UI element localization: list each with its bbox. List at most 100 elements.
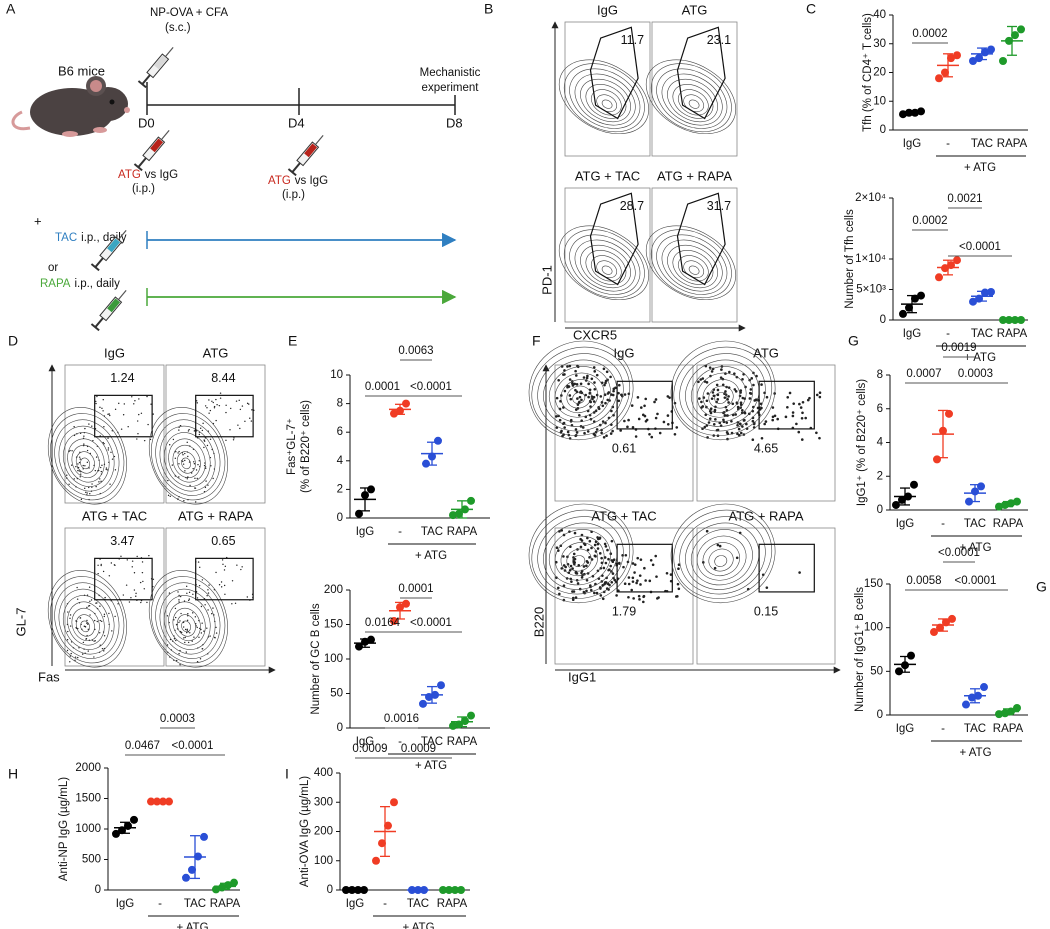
contour xyxy=(650,229,732,299)
event-dot xyxy=(623,419,626,423)
contour xyxy=(537,353,624,432)
event-dot xyxy=(206,444,209,447)
event-dot xyxy=(212,477,214,480)
contour xyxy=(159,588,216,655)
event-dot xyxy=(592,366,596,369)
or: or xyxy=(48,262,58,274)
y-tick-label: 1000 xyxy=(75,823,101,835)
data-point xyxy=(977,482,985,491)
event-dot xyxy=(178,621,180,624)
event-dot xyxy=(175,659,178,662)
event-dot xyxy=(588,539,592,543)
gate xyxy=(195,394,254,438)
event-dot xyxy=(636,579,639,582)
contour xyxy=(574,73,636,126)
event-dot xyxy=(554,560,558,564)
plot-frame xyxy=(564,21,651,157)
data-point xyxy=(999,57,1007,65)
event-dot xyxy=(184,636,186,639)
event-dot xyxy=(137,420,139,422)
event-dot xyxy=(724,390,727,393)
event-dot xyxy=(760,436,764,440)
event-dot xyxy=(150,403,152,405)
x-tick-label: IgG xyxy=(896,518,915,530)
event-dot xyxy=(601,597,605,601)
p-value: 0.0003 xyxy=(958,368,993,380)
event-dot xyxy=(89,600,91,602)
event-dot xyxy=(120,555,122,557)
group-label: + ATG xyxy=(415,550,447,562)
contour xyxy=(574,239,636,292)
p-value: 0.0001 xyxy=(365,381,400,393)
y-tick-label: 0 xyxy=(880,314,886,326)
event-dot xyxy=(249,417,251,419)
p-value: <0.0001 xyxy=(938,547,980,559)
event-dot xyxy=(182,463,185,465)
event-dot xyxy=(719,376,723,379)
x-tick-label: - xyxy=(941,518,945,530)
contour xyxy=(690,529,753,586)
event-dot xyxy=(606,548,609,552)
event-dot xyxy=(194,501,197,503)
data-point xyxy=(212,885,220,894)
x-tick-label: IgG xyxy=(346,898,365,910)
event-dot xyxy=(136,438,138,440)
event-dot xyxy=(573,382,577,386)
event-dot xyxy=(131,560,134,562)
event-dot xyxy=(599,594,603,597)
contour xyxy=(677,89,709,116)
event-dot xyxy=(68,483,70,486)
event-dot xyxy=(716,398,720,401)
event-dot xyxy=(586,536,589,540)
contour xyxy=(54,582,120,659)
event-dot xyxy=(712,394,716,398)
event-dot xyxy=(741,377,744,381)
event-dot xyxy=(95,602,97,604)
contour xyxy=(151,413,226,501)
event-dot xyxy=(233,437,235,439)
event-dot xyxy=(563,373,566,376)
gate-value: 31.7 xyxy=(707,199,731,213)
event-dot xyxy=(225,404,227,406)
injection-route: (i.p.) xyxy=(132,183,155,195)
event-dot xyxy=(583,431,586,435)
event-dot xyxy=(205,467,207,470)
event-dot xyxy=(634,435,638,438)
data-point xyxy=(898,495,906,504)
event-dot xyxy=(752,383,755,387)
event-dot xyxy=(608,568,611,571)
event-dot xyxy=(107,437,109,439)
contour xyxy=(679,353,766,432)
event-dot xyxy=(99,478,101,480)
axis-label: Fas xyxy=(38,669,60,684)
event-dot xyxy=(186,628,188,631)
event-dot xyxy=(196,402,198,404)
event-dot xyxy=(166,615,169,617)
event-dot xyxy=(187,430,190,432)
event-dot xyxy=(555,396,559,400)
treatment-label: RAPA i.p., daily xyxy=(40,278,120,290)
event-dot xyxy=(133,572,136,574)
gate xyxy=(616,543,673,593)
event-dot xyxy=(178,463,180,465)
event-dot xyxy=(220,586,223,588)
event-dot xyxy=(745,422,748,426)
event-dot xyxy=(185,651,187,653)
x-tick-label: TAC xyxy=(964,518,986,530)
event-dot xyxy=(764,420,768,423)
contour xyxy=(685,522,760,590)
event-dot xyxy=(99,619,101,622)
y-axis-label: IgG1⁺ (% of B220⁺ cells) xyxy=(856,379,868,506)
y-tick-label: 400 xyxy=(314,767,333,779)
event-dot xyxy=(92,439,94,442)
event-dot xyxy=(133,403,135,405)
event-dot xyxy=(771,418,774,422)
event-dot xyxy=(569,545,572,549)
p-value: <0.0001 xyxy=(959,241,1001,253)
x-tick-label: TAC xyxy=(964,723,986,735)
event-dot xyxy=(582,565,586,568)
event-dot xyxy=(69,449,71,452)
event-dot xyxy=(739,389,743,392)
event-dot xyxy=(138,413,140,416)
drug: ATG xyxy=(118,169,141,181)
